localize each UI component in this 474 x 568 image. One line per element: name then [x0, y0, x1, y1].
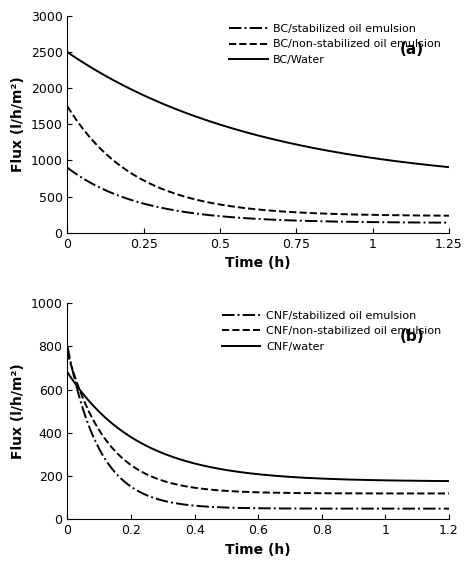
- BC/stabilized oil emulsion: [233, 214, 238, 221]
- Line: CNF/non-stabilized oil emulsion: CNF/non-stabilized oil emulsion: [67, 353, 449, 494]
- CNF/stabilized oil emulsion: [446, 505, 452, 512]
- BC/stabilized oil emulsion: [103, 187, 109, 194]
- CNF/water: [64, 369, 70, 375]
- CNF/non-stabilized oil emulsion: [233, 488, 238, 495]
- BC/Water: [219, 122, 225, 128]
- BC/Water: [233, 126, 238, 133]
- BC/non-stabilized oil emulsion: [362, 211, 368, 218]
- Line: BC/non-stabilized oil emulsion: BC/non-stabilized oil emulsion: [67, 106, 449, 216]
- Line: BC/Water: BC/Water: [67, 52, 449, 167]
- CNF/water: [219, 466, 225, 473]
- BC/non-stabilized oil emulsion: [219, 202, 225, 208]
- Text: (a): (a): [400, 42, 424, 57]
- BC/non-stabilized oil emulsion: [327, 210, 332, 217]
- BC/stabilized oil emulsion: [369, 219, 374, 225]
- CNF/water: [369, 477, 374, 483]
- BC/non-stabilized oil emulsion: [103, 151, 109, 158]
- BC/Water: [362, 153, 368, 160]
- CNF/non-stabilized oil emulsion: [446, 490, 452, 497]
- BC/Water: [369, 154, 374, 161]
- CNF/non-stabilized oil emulsion: [64, 349, 70, 356]
- CNF/stabilized oil emulsion: [64, 343, 70, 350]
- CNF/stabilized oil emulsion: [327, 505, 332, 512]
- BC/stabilized oil emulsion: [446, 219, 452, 226]
- CNF/non-stabilized oil emulsion: [327, 490, 332, 496]
- CNF/stabilized oil emulsion: [369, 505, 374, 512]
- X-axis label: Time (h): Time (h): [226, 543, 291, 557]
- BC/Water: [64, 49, 70, 56]
- CNF/stabilized oil emulsion: [233, 504, 238, 511]
- CNF/stabilized oil emulsion: [219, 504, 225, 511]
- BC/non-stabilized oil emulsion: [369, 211, 374, 218]
- CNF/non-stabilized oil emulsion: [369, 490, 374, 497]
- CNF/water: [103, 415, 109, 422]
- BC/non-stabilized oil emulsion: [233, 203, 238, 210]
- CNF/non-stabilized oil emulsion: [362, 490, 368, 497]
- BC/non-stabilized oil emulsion: [64, 103, 70, 110]
- CNF/stabilized oil emulsion: [103, 458, 109, 465]
- CNF/water: [327, 475, 332, 482]
- CNF/water: [233, 468, 238, 475]
- Text: (b): (b): [400, 329, 424, 344]
- BC/Water: [446, 164, 452, 170]
- BC/stabilized oil emulsion: [219, 213, 225, 220]
- CNF/non-stabilized oil emulsion: [219, 487, 225, 494]
- Y-axis label: Flux (l/h/m²): Flux (l/h/m²): [11, 77, 25, 172]
- Legend: BC/stabilized oil emulsion, BC/non-stabilized oil emulsion, BC/Water: BC/stabilized oil emulsion, BC/non-stabi…: [225, 19, 446, 69]
- Line: BC/stabilized oil emulsion: BC/stabilized oil emulsion: [67, 168, 449, 223]
- CNF/water: [446, 478, 452, 485]
- CNF/water: [362, 477, 368, 483]
- CNF/non-stabilized oil emulsion: [103, 437, 109, 444]
- Legend: CNF/stabilized oil emulsion, CNF/non-stabilized oil emulsion, CNF/water: CNF/stabilized oil emulsion, CNF/non-sta…: [217, 306, 446, 356]
- Line: CNF/stabilized oil emulsion: CNF/stabilized oil emulsion: [67, 346, 449, 508]
- BC/non-stabilized oil emulsion: [446, 212, 452, 219]
- BC/stabilized oil emulsion: [327, 218, 332, 225]
- Line: CNF/water: CNF/water: [67, 372, 449, 481]
- BC/Water: [103, 73, 109, 80]
- Y-axis label: Flux (l/h/m²): Flux (l/h/m²): [11, 364, 25, 459]
- CNF/stabilized oil emulsion: [362, 505, 368, 512]
- X-axis label: Time (h): Time (h): [226, 256, 291, 270]
- BC/stabilized oil emulsion: [362, 219, 368, 225]
- BC/Water: [327, 148, 332, 154]
- BC/stabilized oil emulsion: [64, 164, 70, 171]
